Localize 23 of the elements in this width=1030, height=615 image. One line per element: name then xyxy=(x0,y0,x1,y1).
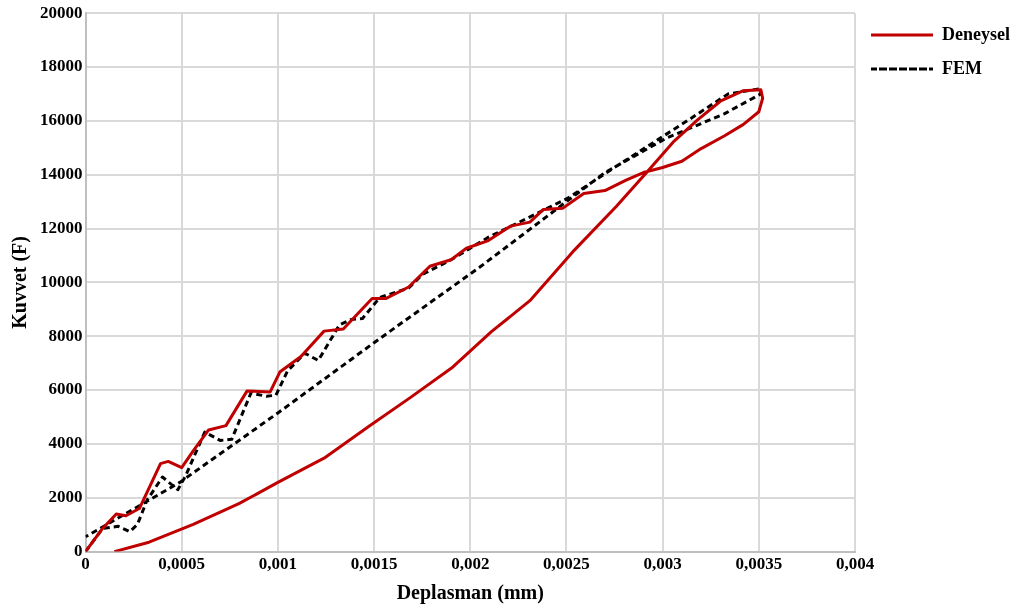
x-axis-title: Deplasman (mm) xyxy=(396,581,544,605)
x-tick-label: 0,003 xyxy=(643,554,682,574)
y-tick-label: 14000 xyxy=(40,164,83,184)
x-tick-label: 0,004 xyxy=(835,554,875,574)
x-tick-label: 0,0035 xyxy=(735,554,783,574)
x-tick-label: 0,0025 xyxy=(543,554,590,574)
y-tick-label: 10000 xyxy=(40,271,83,291)
y-tick-label: 4000 xyxy=(48,433,83,453)
y-axis-title: Kuvvet (F) xyxy=(8,236,32,329)
legend-label: FEM xyxy=(942,57,983,78)
x-tick-label: 0,0015 xyxy=(350,554,398,574)
y-tick-label: 0 xyxy=(74,540,83,560)
y-tick-label: 16000 xyxy=(40,110,83,130)
legend-label: Deneysel xyxy=(942,23,1010,44)
x-tick-label: 0,001 xyxy=(258,554,297,574)
y-tick-label: 18000 xyxy=(40,56,83,76)
y-tick-label: 6000 xyxy=(48,379,83,399)
y-tick-label: 2000 xyxy=(48,487,83,507)
x-tick-label: 0,0005 xyxy=(158,554,206,574)
y-tick-label: 20000 xyxy=(40,2,83,22)
y-tick-label: 8000 xyxy=(48,325,83,345)
x-tick-label: 0,002 xyxy=(451,554,490,574)
y-tick-label: 12000 xyxy=(40,217,83,237)
